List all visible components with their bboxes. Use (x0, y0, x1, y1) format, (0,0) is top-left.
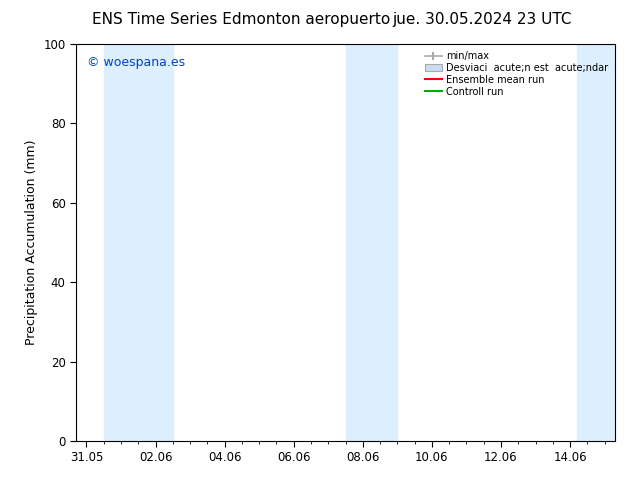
Y-axis label: Precipitation Accumulation (mm): Precipitation Accumulation (mm) (25, 140, 38, 345)
Legend: min/max, Desviaci  acute;n est  acute;ndar, Ensemble mean run, Controll run: min/max, Desviaci acute;n est acute;ndar… (421, 47, 612, 100)
Bar (104, 44, 173, 441)
Text: jue. 30.05.2024 23 UTC: jue. 30.05.2024 23 UTC (392, 12, 572, 27)
Bar (346, 44, 398, 441)
Text: © woespana.es: © woespana.es (87, 56, 185, 69)
Text: ENS Time Series Edmonton aeropuerto: ENS Time Series Edmonton aeropuerto (92, 12, 390, 27)
Bar (577, 44, 615, 441)
